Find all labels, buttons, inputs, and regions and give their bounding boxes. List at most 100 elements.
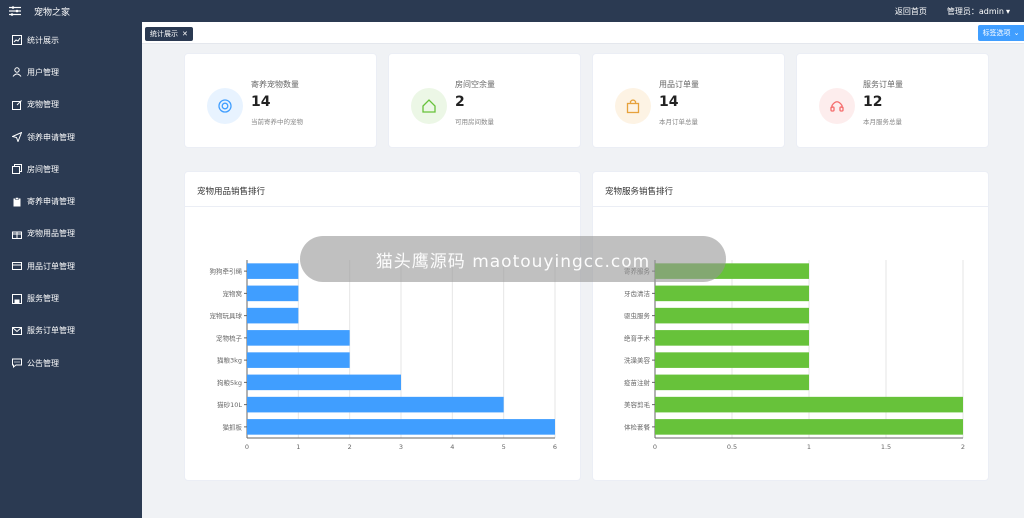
x-tick-label: 0 (245, 443, 249, 451)
stat-card: 服务订单量 12 本月服务总量 (796, 53, 989, 148)
tab-options-button[interactable]: 标签选项 ⌄ (978, 25, 1024, 41)
user-label: 管理员：admin (946, 6, 1004, 16)
menu-toggle-icon[interactable] (4, 0, 26, 22)
bar (655, 330, 809, 346)
divider (185, 206, 580, 207)
sidebar-item[interactable]: 宠物管理 (0, 89, 142, 121)
bar (655, 285, 809, 302)
stat-label: 用品订单量 (659, 80, 699, 89)
bar (247, 285, 299, 302)
x-tick-label: 3 (399, 443, 403, 451)
chart-icon (12, 35, 22, 46)
y-tick-label: 狗狗牵引绳 (210, 267, 243, 276)
tab-label: 统计展示 (150, 30, 178, 38)
stat-value: 14 (659, 94, 679, 110)
products-chart-title: 宠物用品销售排行 (197, 187, 266, 197)
sidebar-item[interactable]: 服务管理 (0, 282, 142, 314)
bar (247, 419, 555, 435)
y-tick-label: 狗粮5kg (217, 378, 242, 387)
sidebar-item-label: 统计展示 (27, 35, 59, 45)
x-tick-label: 1.5 (881, 443, 891, 451)
sidebar-item-label: 寄养申请管理 (27, 197, 75, 207)
sidebar-item[interactable]: 宠物用品管理 (0, 218, 142, 250)
watermark: 猫头鹰源码 maotouyingcc.com (300, 236, 726, 282)
sidebar-item[interactable]: 领养申请管理 (0, 121, 142, 153)
caret-down-icon: ▾ (1005, 6, 1010, 16)
house-icon (411, 88, 447, 124)
bar (247, 330, 350, 346)
sidebar-item-label: 宠物管理 (27, 100, 59, 110)
stat-subtitle: 可用房间数量 (455, 118, 494, 126)
stat-value: 14 (251, 94, 271, 110)
stat-value: 2 (455, 94, 465, 110)
x-tick-label: 0 (653, 443, 657, 451)
x-tick-label: 2 (961, 443, 965, 451)
stat-card: 房间空余量 2 可用房间数量 (388, 53, 581, 148)
y-tick-label: 疫苗注射 (624, 378, 651, 387)
y-tick-label: 宠物窝 (223, 289, 243, 298)
sidebar-item[interactable]: 用户管理 (0, 56, 142, 88)
sidebar-item[interactable]: 统计展示 (0, 24, 142, 56)
sidebar-item-label: 服务订单管理 (27, 326, 75, 336)
stat-label: 寄养宠物数量 (251, 80, 299, 89)
user-icon (12, 67, 22, 78)
x-tick-label: 4 (450, 443, 454, 451)
x-tick-label: 1 (296, 443, 300, 451)
tab-statistics[interactable]: 统计展示 ✕ (145, 27, 193, 41)
sidebar-item[interactable]: 寄养申请管理 (0, 185, 142, 217)
top-header: 宠物之家 返回首页 管理员：admin ▾ (0, 0, 1024, 22)
bar (247, 263, 299, 279)
x-tick-label: 0.5 (727, 443, 737, 451)
services-chart-card: 宠物服务销售排行 00.511.52寄养服务牙齿清洁驱虫服务绝育手术洗澡美容疫苗… (592, 171, 989, 481)
sidebar-item-label: 宠物用品管理 (27, 229, 75, 239)
home-link[interactable]: 返回首页 (894, 6, 927, 16)
sidebar-item[interactable]: 公告管理 (0, 347, 142, 379)
bar (655, 374, 809, 391)
y-tick-label: 体检套餐 (624, 422, 651, 431)
brand-title: 宠物之家 (34, 7, 71, 18)
sidebar: 统计展示用户管理宠物管理领养申请管理 房间管理寄养申请管理 宠物用品管理用品订单管理… (0, 22, 142, 518)
y-tick-label: 牙齿清洁 (624, 289, 651, 298)
gift-icon (12, 229, 22, 239)
divider (593, 206, 988, 207)
clipboard-icon (12, 196, 22, 207)
bag-icon (615, 88, 651, 124)
stat-card: 寄养宠物数量 14 当前寄养中的宠物 (184, 53, 377, 148)
sidebar-item-label: 领养申请管理 (27, 132, 75, 142)
headset-icon (819, 88, 855, 124)
y-tick-label: 美容剪毛 (624, 400, 651, 409)
services-bar-chart: 00.511.52寄养服务牙齿清洁驱虫服务绝育手术洗澡美容疫苗注射美容剪毛体检套… (624, 260, 965, 451)
copy-icon (12, 164, 22, 175)
bar (655, 352, 809, 368)
bar (247, 307, 299, 324)
bar (655, 307, 809, 324)
y-tick-label: 猫砂10L (217, 400, 242, 409)
tab-options-label: 标签选项 (982, 29, 1011, 37)
stat-value: 12 (863, 94, 883, 110)
y-tick-label: 驱虫服务 (624, 311, 651, 320)
sidebar-item-label: 服务管理 (27, 294, 59, 304)
stat-label: 房间空余量 (455, 80, 495, 89)
y-tick-label: 猫粮3kg (217, 356, 242, 365)
sidebar-item[interactable]: 房间管理 (0, 153, 142, 185)
y-tick-label: 宠物梳子 (216, 333, 243, 342)
stat-subtitle: 当前寄养中的宠物 (251, 118, 303, 126)
stat-card: 用品订单量 14 本月订单总量 (592, 53, 785, 148)
bar (247, 374, 401, 391)
close-icon[interactable]: ✕ (182, 30, 188, 38)
x-tick-label: 2 (348, 443, 352, 451)
save-icon (12, 293, 22, 304)
sidebar-item-label: 房间管理 (27, 164, 59, 174)
chat-icon (12, 358, 22, 369)
stat-label: 服务订单量 (863, 80, 903, 89)
sidebar-item[interactable]: 用品订单管理 (0, 250, 142, 282)
sidebar-item[interactable]: 服务订单管理 (0, 315, 142, 347)
sidebar-item-label: 用户管理 (27, 67, 59, 77)
user-menu[interactable]: 管理员：admin ▾ (947, 6, 1010, 17)
bar (247, 396, 504, 413)
products-chart-card: 宠物用品销售排行 0 1 2 3 4 5 6 狗狗牵引绳 宠物窝 宠物玩具球 宠物梳子 猫粮3kg 狗粮… (184, 171, 581, 481)
services-chart-title: 宠物服务销售排行 (605, 187, 674, 197)
bar (247, 352, 350, 368)
stat-subtitle: 本月服务总量 (863, 118, 902, 126)
